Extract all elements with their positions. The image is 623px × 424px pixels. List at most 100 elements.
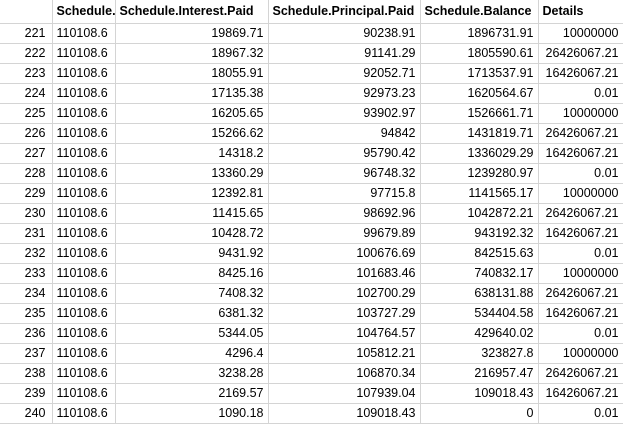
balance-cell[interactable]: 216957.47 bbox=[420, 363, 539, 384]
details-cell[interactable]: 26426067.21 bbox=[538, 283, 623, 304]
row-number[interactable]: 238 bbox=[0, 363, 53, 384]
principal-paid-cell[interactable]: 101683.46 bbox=[268, 263, 421, 284]
row-number[interactable]: 225 bbox=[0, 103, 53, 124]
schedule-cell[interactable]: 110108.6 bbox=[52, 363, 116, 384]
column-header-principal-paid[interactable]: Schedule.Principal.Paid bbox=[268, 0, 421, 24]
schedule-cell[interactable]: 110108.6 bbox=[52, 263, 116, 284]
balance-cell[interactable]: 740832.17 bbox=[420, 263, 539, 284]
schedule-cell[interactable]: 110108.6 bbox=[52, 43, 116, 64]
details-cell[interactable]: 26426067.21 bbox=[538, 363, 623, 384]
schedule-cell[interactable]: 110108.6 bbox=[52, 403, 116, 424]
interest-paid-cell[interactable]: 10428.72 bbox=[115, 223, 269, 244]
details-cell[interactable]: 0.01 bbox=[538, 323, 623, 344]
balance-cell[interactable]: 943192.32 bbox=[420, 223, 539, 244]
principal-paid-cell[interactable]: 96748.32 bbox=[268, 163, 421, 184]
balance-cell[interactable]: 323827.8 bbox=[420, 343, 539, 364]
row-number[interactable]: 234 bbox=[0, 283, 53, 304]
row-number-header[interactable] bbox=[0, 0, 53, 24]
interest-paid-cell[interactable]: 12392.81 bbox=[115, 183, 269, 204]
interest-paid-cell[interactable]: 18967.32 bbox=[115, 43, 269, 64]
details-cell[interactable]: 0.01 bbox=[538, 403, 623, 424]
balance-cell[interactable]: 109018.43 bbox=[420, 383, 539, 404]
table-row[interactable]: 239 110108.6 2169.57 107939.04 109018.43 1642… bbox=[0, 383, 623, 404]
schedule-cell[interactable]: 110108.6 bbox=[52, 163, 116, 184]
details-cell[interactable]: 26426067.21 bbox=[538, 123, 623, 144]
row-number[interactable]: 224 bbox=[0, 83, 53, 104]
interest-paid-cell[interactable]: 19869.71 bbox=[115, 23, 269, 44]
balance-cell[interactable]: 638131.88 bbox=[420, 283, 539, 304]
balance-cell[interactable]: 1805590.61 bbox=[420, 43, 539, 64]
details-cell[interactable]: 10000000 bbox=[538, 103, 623, 124]
interest-paid-cell[interactable]: 18055.91 bbox=[115, 63, 269, 84]
row-number[interactable]: 223 bbox=[0, 63, 53, 84]
table-row[interactable]: 225 110108.6 16205.65 93902.97 1526661.71 100… bbox=[0, 103, 623, 124]
table-row[interactable]: 236 110108.6 5344.05 104764.57 429640.02 0.01 bbox=[0, 323, 623, 344]
balance-cell[interactable]: 842515.63 bbox=[420, 243, 539, 264]
principal-paid-cell[interactable]: 104764.57 bbox=[268, 323, 421, 344]
interest-paid-cell[interactable]: 11415.65 bbox=[115, 203, 269, 224]
row-number[interactable]: 235 bbox=[0, 303, 53, 324]
details-cell[interactable]: 26426067.21 bbox=[538, 203, 623, 224]
interest-paid-cell[interactable]: 16205.65 bbox=[115, 103, 269, 124]
row-number[interactable]: 230 bbox=[0, 203, 53, 224]
balance-cell[interactable]: 1239280.97 bbox=[420, 163, 539, 184]
balance-cell[interactable]: 1526661.71 bbox=[420, 103, 539, 124]
table-row[interactable]: 235 110108.6 6381.32 103727.29 534404.58 1642… bbox=[0, 303, 623, 324]
principal-paid-cell[interactable]: 109018.43 bbox=[268, 403, 421, 424]
details-cell[interactable]: 10000000 bbox=[538, 343, 623, 364]
table-row[interactable]: 226 110108.6 15266.62 94842 1431819.71 264260… bbox=[0, 123, 623, 144]
schedule-cell[interactable]: 110108.6 bbox=[52, 23, 116, 44]
balance-cell[interactable]: 1896731.91 bbox=[420, 23, 539, 44]
table-row[interactable]: 232 110108.6 9431.92 100676.69 842515.63 0.01 bbox=[0, 243, 623, 264]
principal-paid-cell[interactable]: 97715.8 bbox=[268, 183, 421, 204]
interest-paid-cell[interactable]: 17135.38 bbox=[115, 83, 269, 104]
interest-paid-cell[interactable]: 2169.57 bbox=[115, 383, 269, 404]
interest-paid-cell[interactable]: 5344.05 bbox=[115, 323, 269, 344]
schedule-cell[interactable]: 110108.6 bbox=[52, 83, 116, 104]
row-number[interactable]: 237 bbox=[0, 343, 53, 364]
details-cell[interactable]: 10000000 bbox=[538, 263, 623, 284]
details-cell[interactable]: 16426067.21 bbox=[538, 143, 623, 164]
schedule-cell[interactable]: 110108.6 bbox=[52, 283, 116, 304]
column-header-balance[interactable]: Schedule.Balance bbox=[420, 0, 539, 24]
principal-paid-cell[interactable]: 99679.89 bbox=[268, 223, 421, 244]
principal-paid-cell[interactable]: 90238.91 bbox=[268, 23, 421, 44]
table-row[interactable]: 240 110108.6 1090.18 109018.43 0 0.01 bbox=[0, 403, 623, 424]
details-cell[interactable]: 10000000 bbox=[538, 23, 623, 44]
interest-paid-cell[interactable]: 3238.28 bbox=[115, 363, 269, 384]
principal-paid-cell[interactable]: 107939.04 bbox=[268, 383, 421, 404]
principal-paid-cell[interactable]: 95790.42 bbox=[268, 143, 421, 164]
schedule-cell[interactable]: 110108.6 bbox=[52, 383, 116, 404]
details-cell[interactable]: 0.01 bbox=[538, 243, 623, 264]
details-cell[interactable]: 16426067.21 bbox=[538, 303, 623, 324]
table-row[interactable]: 222 110108.6 18967.32 91141.29 1805590.61 264… bbox=[0, 43, 623, 64]
table-row[interactable]: 234 110108.6 7408.32 102700.29 638131.88 2642… bbox=[0, 283, 623, 304]
row-number[interactable]: 240 bbox=[0, 403, 53, 424]
table-row[interactable]: 233 110108.6 8425.16 101683.46 740832.17 1000… bbox=[0, 263, 623, 284]
principal-paid-cell[interactable]: 105812.21 bbox=[268, 343, 421, 364]
interest-paid-cell[interactable]: 4296.4 bbox=[115, 343, 269, 364]
balance-cell[interactable]: 429640.02 bbox=[420, 323, 539, 344]
balance-cell[interactable]: 534404.58 bbox=[420, 303, 539, 324]
table-row[interactable]: 221 110108.6 19869.71 90238.91 1896731.91 100… bbox=[0, 23, 623, 44]
principal-paid-cell[interactable]: 92052.71 bbox=[268, 63, 421, 84]
principal-paid-cell[interactable]: 98692.96 bbox=[268, 203, 421, 224]
principal-paid-cell[interactable]: 102700.29 bbox=[268, 283, 421, 304]
table-row[interactable]: 229 110108.6 12392.81 97715.8 1141565.17 1000… bbox=[0, 183, 623, 204]
interest-paid-cell[interactable]: 13360.29 bbox=[115, 163, 269, 184]
row-number[interactable]: 232 bbox=[0, 243, 53, 264]
schedule-cell[interactable]: 110108.6 bbox=[52, 203, 116, 224]
balance-cell[interactable]: 1713537.91 bbox=[420, 63, 539, 84]
interest-paid-cell[interactable]: 15266.62 bbox=[115, 123, 269, 144]
balance-cell[interactable]: 1620564.67 bbox=[420, 83, 539, 104]
principal-paid-cell[interactable]: 92973.23 bbox=[268, 83, 421, 104]
principal-paid-cell[interactable]: 106870.34 bbox=[268, 363, 421, 384]
row-number[interactable]: 233 bbox=[0, 263, 53, 284]
details-cell[interactable]: 0.01 bbox=[538, 83, 623, 104]
details-cell[interactable]: 0.01 bbox=[538, 163, 623, 184]
principal-paid-cell[interactable]: 91141.29 bbox=[268, 43, 421, 64]
principal-paid-cell[interactable]: 103727.29 bbox=[268, 303, 421, 324]
schedule-cell[interactable]: 110108.6 bbox=[52, 63, 116, 84]
row-number[interactable]: 226 bbox=[0, 123, 53, 144]
table-row[interactable]: 224 110108.6 17135.38 92973.23 1620564.67 0.0… bbox=[0, 83, 623, 104]
